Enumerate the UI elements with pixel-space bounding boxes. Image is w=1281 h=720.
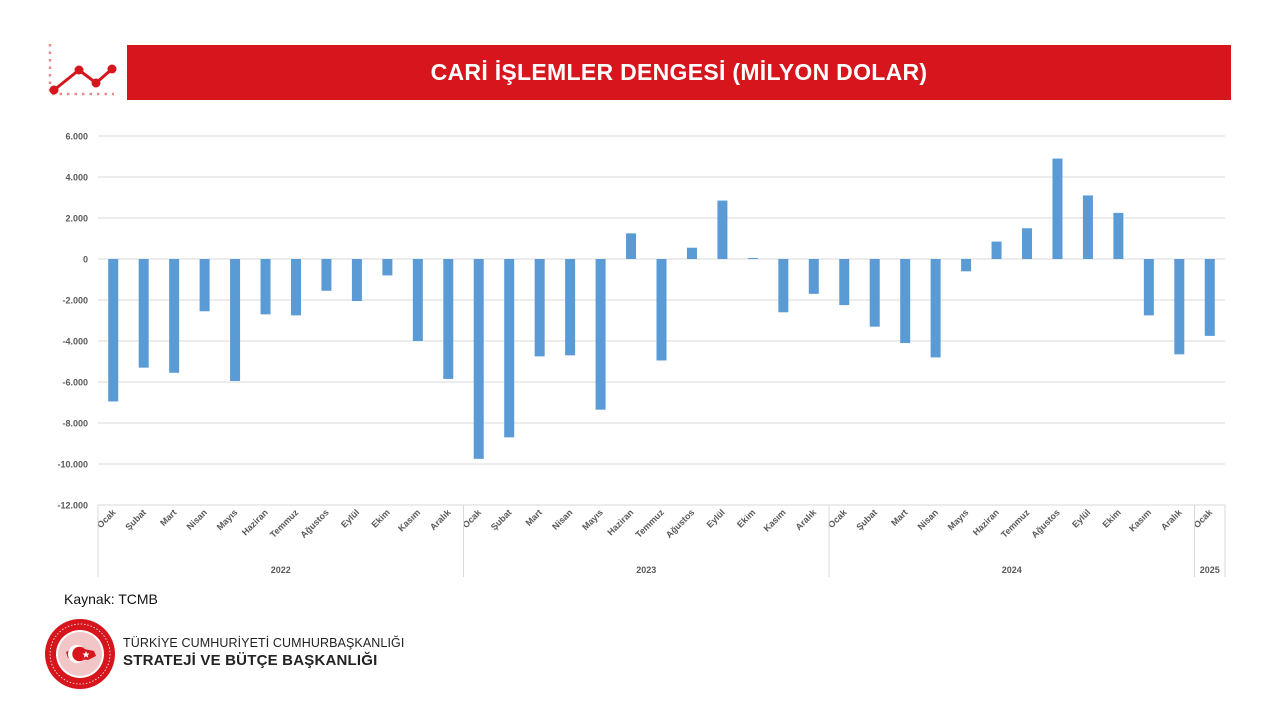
bar xyxy=(473,259,484,459)
grid-lines xyxy=(98,135,1225,506)
x-category-label: Nisan xyxy=(550,507,574,531)
bar xyxy=(1143,259,1154,316)
bar xyxy=(290,259,301,316)
y-tick-label: 2.000 xyxy=(65,214,88,224)
bar xyxy=(382,259,393,276)
x-category-label: Kasım xyxy=(396,507,422,533)
x-category-label: Ekim xyxy=(1101,507,1123,529)
x-category-label: Kasım xyxy=(762,507,788,533)
x-category-label: Eylül xyxy=(705,507,727,529)
x-category-label: Ekim xyxy=(735,507,757,529)
x-category-label: Aralık xyxy=(1159,507,1184,532)
bar xyxy=(869,259,880,327)
x-category-label: Ekim xyxy=(369,507,391,529)
y-tick-label: -12.000 xyxy=(57,501,88,511)
bar xyxy=(199,259,210,312)
bar xyxy=(108,259,119,402)
year-group-label: 2025 xyxy=(1200,565,1220,575)
bar xyxy=(230,259,241,381)
x-category-label: Temmuz xyxy=(999,507,1032,540)
bar xyxy=(991,241,1002,259)
x-category-label: Kasım xyxy=(1127,507,1153,533)
x-category-label: Nisan xyxy=(185,507,209,531)
bar xyxy=(1022,228,1033,259)
bar xyxy=(412,259,423,341)
x-category-label: Aralık xyxy=(793,507,818,532)
x-category-label: Mayıs xyxy=(946,507,971,532)
bar xyxy=(138,259,149,368)
bar xyxy=(169,259,180,373)
bar xyxy=(656,259,667,361)
source-note: Kaynak: TCMB xyxy=(64,591,158,607)
x-category-label: Ağustos xyxy=(664,507,697,540)
bar xyxy=(747,257,758,259)
year-group-label: 2022 xyxy=(271,565,291,575)
y-tick-label: -6.000 xyxy=(62,378,88,388)
bar xyxy=(900,259,911,344)
year-group-label: 2023 xyxy=(636,565,656,575)
x-category-label: Şubat xyxy=(123,507,148,532)
title-bar: CARİ İŞLEMLER DENGESİ (MİLYON DOLAR) xyxy=(127,45,1231,100)
bar xyxy=(961,259,972,272)
x-category-label: Mayıs xyxy=(215,507,240,532)
bar xyxy=(595,259,606,410)
x-category-label: Aralık xyxy=(428,507,453,532)
org-name-line1: TÜRKİYE CUMHURİYETİ CUMHURBAŞKANLIĞI xyxy=(123,636,405,650)
bar xyxy=(1082,195,1093,259)
bar xyxy=(717,200,728,259)
bar xyxy=(260,259,271,315)
bar xyxy=(686,247,697,259)
y-tick-label: -8.000 xyxy=(62,419,88,429)
x-category-label: Haziran xyxy=(240,507,270,537)
x-category-label: Şubat xyxy=(854,507,879,532)
bar xyxy=(626,233,637,259)
y-tick-label: 4.000 xyxy=(65,173,88,183)
bars xyxy=(108,158,1215,459)
bar xyxy=(1052,158,1063,259)
bar xyxy=(443,259,454,379)
x-category-label: Mayıs xyxy=(580,507,605,532)
page-title: CARİ İŞLEMLER DENGESİ (MİLYON DOLAR) xyxy=(430,59,928,85)
bar xyxy=(534,259,545,357)
y-axis-ticks: 6.000 4.000 2.000 0 -2.000 -4.000 -6.000 -8.000… xyxy=(57,132,88,511)
x-category-label: Ağustos xyxy=(1029,507,1062,540)
x-category-label: Mart xyxy=(158,507,179,528)
bar xyxy=(930,259,941,358)
bar xyxy=(321,259,332,291)
year-group-label: 2024 xyxy=(1002,565,1022,575)
trend-line-icon xyxy=(48,44,117,96)
bar xyxy=(1204,259,1215,336)
current-account-bar-chart: 6.000 4.000 2.000 0 -2.000 -4.000 -6.000 -8.000… xyxy=(57,132,1226,577)
org-name-line2: STRATEJİ VE BÜTÇE BAŞKANLIĞI xyxy=(123,652,378,669)
x-category-label: Mart xyxy=(889,507,910,528)
x-category-label: Ağustos xyxy=(298,507,331,540)
bar xyxy=(504,259,515,438)
bar xyxy=(839,259,850,306)
x-category-label: Temmuz xyxy=(268,507,301,540)
x-category-label: Mart xyxy=(524,507,545,528)
x-category-label: Eylül xyxy=(339,507,361,529)
x-category-label: Eylül xyxy=(1070,507,1092,529)
sbb-seal-logo xyxy=(45,619,115,689)
y-tick-label: -10.000 xyxy=(57,460,88,470)
bar xyxy=(351,259,362,302)
y-tick-label: -2.000 xyxy=(62,296,88,306)
bar xyxy=(808,259,819,294)
y-tick-label: -4.000 xyxy=(62,337,88,347)
x-category-label: Nisan xyxy=(916,507,940,531)
x-category-label: Şubat xyxy=(489,507,514,532)
bar xyxy=(1113,212,1124,259)
x-category-label: Temmuz xyxy=(633,507,666,540)
x-axis-categories: Ocak Şubat Mart Nisan Mayıs HaziranTemmuzAğus… xyxy=(95,507,1215,540)
x-axis-year-groups: 2022 2023 2024 2025 xyxy=(97,505,1226,577)
x-category-label: Haziran xyxy=(971,507,1001,537)
bar xyxy=(565,259,576,356)
x-category-label: Haziran xyxy=(605,507,635,537)
bar xyxy=(1174,259,1185,355)
bar xyxy=(778,259,789,313)
y-tick-label: 0 xyxy=(83,255,88,265)
y-tick-label: 6.000 xyxy=(65,132,88,142)
